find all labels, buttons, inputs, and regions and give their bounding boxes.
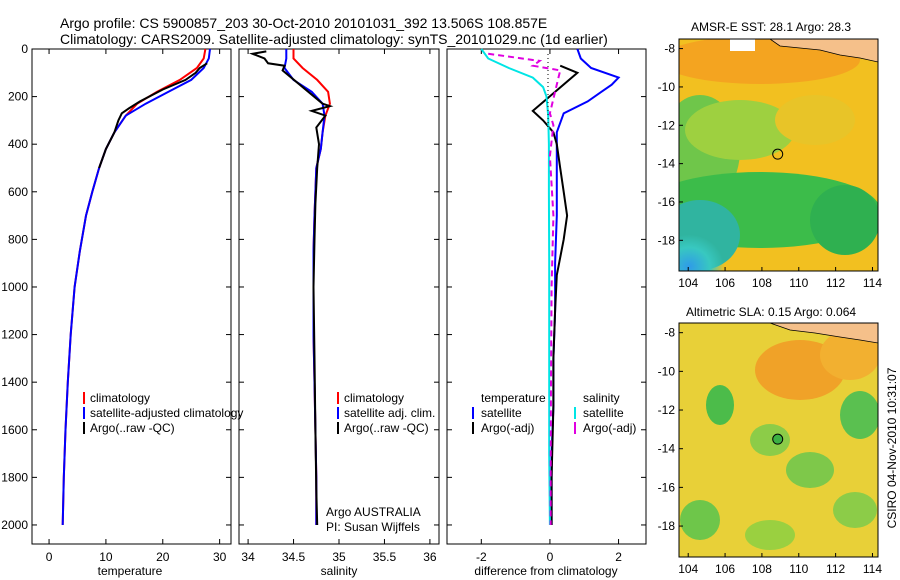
side-timestamp-label: CSIRO 04-Nov-2010 10:31:07 bbox=[885, 367, 899, 528]
difference-series-temperature-argo-adj- bbox=[531, 64, 580, 525]
sst-map-axes: 104 106 108 110 112 114 -8 -10 -12 -14 -16 -18 bbox=[658, 42, 883, 290]
depth-tick-label: 0 bbox=[21, 42, 28, 56]
salinity-xlabel: salinity bbox=[321, 564, 358, 578]
difference-xtick-label: 2 bbox=[615, 550, 622, 564]
depth-tick-label: 800 bbox=[8, 232, 28, 246]
header-line2: Climatology: CARS2009. Satellite-adjuste… bbox=[60, 31, 608, 47]
salinity-axes bbox=[238, 48, 440, 545]
salinity-xtick-label: 34.5 bbox=[282, 550, 306, 564]
depth-tick-label: 1000 bbox=[1, 280, 28, 294]
temperature-xlabel: temperature bbox=[98, 564, 163, 578]
salinity-xtick-label: 35.5 bbox=[373, 550, 397, 564]
depth-tick-label: 2000 bbox=[1, 518, 28, 532]
temperature-series-argo-raw-qc- bbox=[98, 62, 208, 169]
sla-map-ytick-label: -16 bbox=[658, 480, 676, 494]
sst-map-ytick-label: -16 bbox=[658, 195, 676, 209]
difference-series-salinity-argo-adj- bbox=[488, 52, 562, 525]
sla-map-ytick-label: -14 bbox=[658, 442, 676, 456]
depth-tick-label: 400 bbox=[8, 137, 28, 151]
salinity-legend-argo: Argo(..raw -QC) bbox=[344, 421, 429, 435]
sst-map-ytick-label: -12 bbox=[658, 118, 676, 132]
sla-map-xtick-label: 104 bbox=[678, 562, 698, 576]
salinity-series-argo-raw-qc- bbox=[248, 50, 334, 526]
salinity-xtick-label: 34 bbox=[241, 550, 255, 564]
sla-map-title: Altimetric SLA: 0.15 Argo: 0.064 bbox=[686, 305, 856, 319]
salinity-legend-satellite: satellite adj. clim. bbox=[344, 406, 435, 420]
argo-program-label: Argo AUSTRALIA bbox=[326, 505, 421, 519]
sla-map-xtick-label: 114 bbox=[863, 562, 882, 576]
depth-tick-label: 1400 bbox=[1, 375, 28, 389]
salinity-xtick-label: 36 bbox=[423, 550, 437, 564]
depth-tick-label: 600 bbox=[8, 185, 28, 199]
header-line1: Argo profile: CS 5900857_203 30-Oct-2010… bbox=[60, 15, 547, 31]
sla-map-ytick-label: -8 bbox=[664, 326, 675, 340]
temperature-panel: 0 10 20 30 0 200 400 600 800 1000 1200 1400 1600 1800… bbox=[1, 42, 231, 564]
sst-map-argo-location-marker bbox=[772, 148, 784, 160]
sla-map-xtick-label: 106 bbox=[715, 562, 735, 576]
diff-legend-salinity-satellite: satellite bbox=[583, 406, 624, 420]
depth-tick-label: 1200 bbox=[1, 328, 28, 342]
temperature-legend-satellite: satellite-adjusted climatology bbox=[90, 406, 243, 420]
sla-map-xtick-label: 110 bbox=[789, 562, 808, 576]
salinity-xtick-label: 35 bbox=[332, 550, 346, 564]
sst-map-image bbox=[679, 39, 878, 271]
diff-legend-temperature-satellite: satellite bbox=[481, 406, 522, 420]
sst-map-ytick-label: -14 bbox=[658, 157, 676, 171]
difference-xtick-label: -2 bbox=[476, 550, 487, 564]
difference-legend: temperature satellite Argo(-adj) salinit… bbox=[472, 391, 636, 435]
difference-xtick-label: 0 bbox=[547, 550, 554, 564]
temperature-legend: climatology satellite-adjusted climatolo… bbox=[83, 391, 243, 435]
temperature-xtick-label: 10 bbox=[99, 550, 113, 564]
sst-map-ytick-label: -18 bbox=[658, 233, 676, 247]
temperature-legend-climatology: climatology bbox=[90, 391, 150, 405]
sst-map-frame bbox=[678, 38, 879, 272]
sst-map-title: AMSR-E SST: 28.1 Argo: 28.3 bbox=[691, 20, 851, 34]
temperature-legend-argo: Argo(..raw -QC) bbox=[90, 421, 175, 435]
sla-map-ytick-label: -10 bbox=[658, 364, 676, 378]
salinity-legend-climatology: climatology bbox=[344, 391, 404, 405]
sla-map-ytick-label: -18 bbox=[658, 519, 676, 533]
depth-tick-label: 1600 bbox=[1, 423, 28, 437]
salinity-panel: 34 34.5 35 35.5 36 bbox=[239, 48, 439, 564]
sst-map-ytick-label: -8 bbox=[664, 42, 675, 56]
diff-legend-temperature-argo: Argo(-adj) bbox=[481, 421, 534, 435]
difference-xlabel: difference from climatology bbox=[474, 564, 617, 578]
diff-legend-temperature-title: temperature bbox=[481, 391, 546, 405]
sla-map-xtick-label: 108 bbox=[752, 562, 772, 576]
temperature-axes bbox=[31, 48, 232, 545]
sst-map-xtick-label: 110 bbox=[789, 276, 808, 290]
sst-map-xtick-label: 112 bbox=[826, 276, 845, 290]
sst-map-xtick-label: 104 bbox=[678, 276, 698, 290]
depth-tick-label: 200 bbox=[8, 90, 28, 104]
sst-map-xtick-label: 114 bbox=[863, 276, 882, 290]
diff-legend-salinity-argo: Argo(-adj) bbox=[583, 421, 636, 435]
sla-map-argo-location-marker bbox=[772, 433, 784, 445]
temperature-xtick-label: 30 bbox=[213, 550, 227, 564]
difference-series-salinity-satellite bbox=[480, 48, 551, 526]
pi-label: PI: Susan Wijffels bbox=[326, 520, 420, 534]
sla-map-xtick-label: 112 bbox=[826, 562, 845, 576]
sla-map-ytick-label: -12 bbox=[658, 403, 676, 417]
sla-map-frame bbox=[678, 322, 879, 558]
sst-map-ytick-label: -10 bbox=[658, 80, 676, 94]
difference-axes bbox=[446, 48, 647, 545]
salinity-legend: climatology satellite adj. clim. Argo(..… bbox=[326, 391, 435, 534]
diff-legend-salinity-title: salinity bbox=[583, 391, 620, 405]
temperature-xtick-label: 20 bbox=[156, 550, 170, 564]
sst-map-xtick-label: 106 bbox=[715, 276, 735, 290]
sst-map-xtick-label: 108 bbox=[752, 276, 772, 290]
depth-tick-label: 1800 bbox=[1, 470, 28, 484]
temperature-xtick-label: 0 bbox=[46, 550, 53, 564]
sla-map-axes: 104 106 108 110 112 114 -8 -10 -12 -14 -16 -18 bbox=[658, 326, 883, 576]
difference-panel: -2 0 2 bbox=[447, 48, 646, 564]
